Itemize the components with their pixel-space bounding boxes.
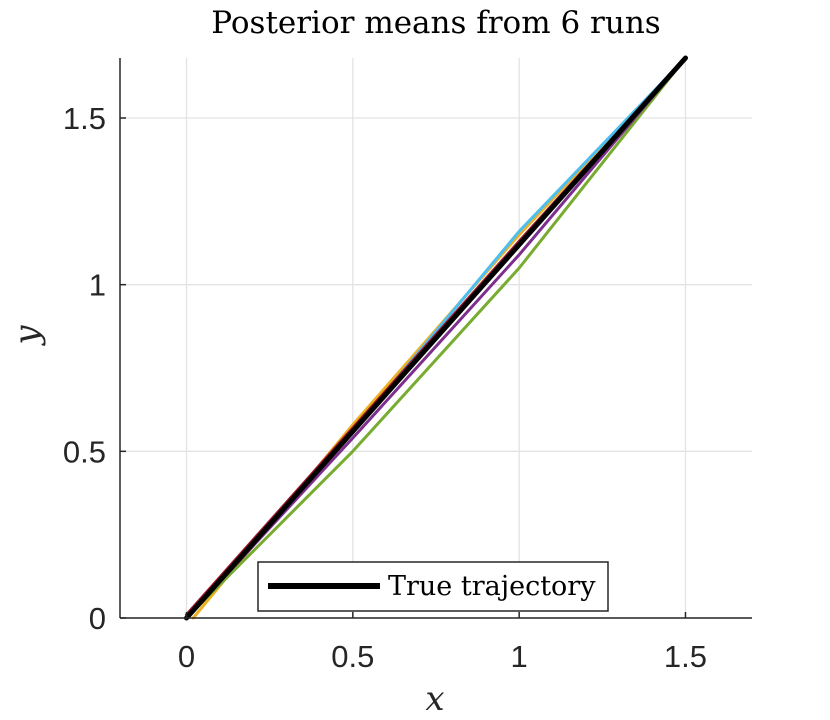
legend: True trajectory (257, 561, 609, 612)
legend-entry-true-trajectory: True trajectory (388, 571, 596, 602)
axes (119, 58, 752, 619)
y-tick-label-1: 0.5 (63, 434, 106, 469)
x-tick-label-2: 1 (511, 639, 528, 674)
y-axis-label: y (7, 325, 47, 347)
x-tick-label-3: 1.5 (664, 639, 707, 674)
x-tick-label-0: 0 (178, 639, 195, 674)
x-axis-label: x (425, 679, 444, 719)
y-tick-label-0: 0 (89, 601, 106, 636)
chart-title: Posterior means from 6 runs (211, 5, 660, 41)
tick-labels: 0 0.5 1 1.5 0 0.5 1 1.5 (63, 101, 707, 674)
x-tick-label-1: 0.5 (331, 639, 374, 674)
y-tick-label-3: 1.5 (63, 101, 106, 136)
y-tick-label-2: 1 (89, 268, 106, 303)
series-group (184, 55, 688, 621)
series-run-2 (185, 56, 687, 620)
series-true-trajectory (184, 55, 688, 621)
